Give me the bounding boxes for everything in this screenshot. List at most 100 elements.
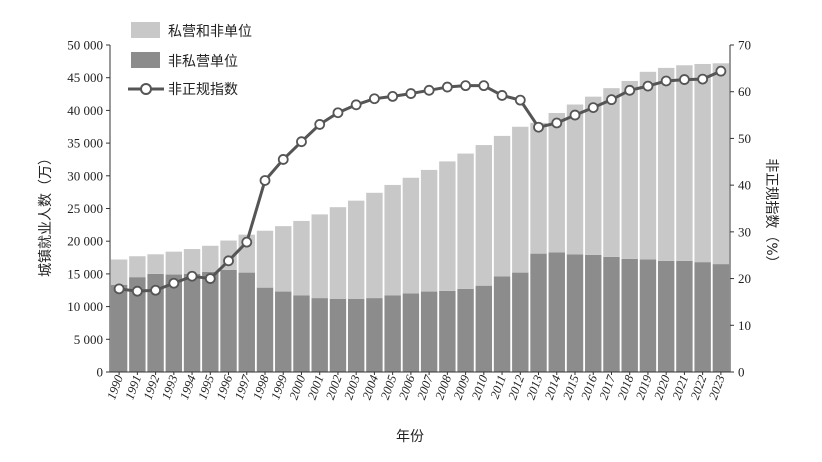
index-point-1990 — [113, 283, 125, 295]
bar-private-2018 — [621, 80, 638, 259]
bar-nonprivate-2016 — [585, 254, 602, 372]
bars-layer — [110, 63, 730, 372]
index-point-2000 — [296, 136, 307, 148]
legend-swatch-nonprivate — [131, 52, 160, 68]
y-tick-label-left-8: 40 000 — [67, 103, 103, 118]
bar-private-1998 — [256, 230, 274, 288]
bar-private-2020 — [657, 67, 675, 261]
bar-private-2019 — [639, 71, 657, 260]
index-point-1994 — [186, 270, 198, 282]
bar-nonprivate-2014 — [548, 252, 565, 372]
index-point-2009 — [460, 80, 471, 92]
bar-nonprivate-2020 — [657, 260, 675, 372]
y-tick-label-left-4: 20 000 — [67, 234, 103, 249]
legend: 私营和非单位 非私营单位 非正规指数 — [128, 22, 252, 98]
x-tick-label-2023: 2023 — [706, 373, 728, 401]
index-point-2001 — [314, 119, 326, 130]
index-point-2006 — [405, 88, 417, 99]
bar-private-2010 — [475, 145, 493, 286]
bar-nonprivate-1995 — [202, 271, 219, 372]
bar-private-2021 — [676, 65, 693, 261]
index-point-1999 — [277, 154, 289, 165]
bar-nonprivate-2002 — [329, 298, 347, 372]
index-point-2018 — [624, 84, 636, 96]
index-point-2005 — [387, 90, 399, 102]
x-axis-title: 年份 — [396, 429, 424, 445]
y-tick-label-right-1: 10 — [738, 318, 751, 333]
index-point-2014 — [551, 117, 563, 129]
bar-private-1993 — [165, 251, 183, 275]
y-tick-label-left-6: 30 000 — [67, 168, 103, 183]
bar-private-2004 — [366, 192, 383, 299]
legend-label-index: 非正规指数 — [168, 82, 238, 98]
x-tick-label-2010: 2010 — [469, 373, 491, 402]
index-point-1996 — [223, 255, 234, 267]
y-axis-title-left: 城镇就业人数（万） — [38, 151, 54, 277]
y-tick-label-right-6: 60 — [738, 84, 751, 99]
bar-private-1992 — [147, 254, 164, 274]
bar-nonprivate-2010 — [475, 285, 493, 372]
bar-nonprivate-2000 — [293, 295, 310, 372]
y-tick-label-left-0: 0 — [97, 365, 104, 380]
bar-private-1995 — [202, 245, 219, 272]
index-point-1998 — [259, 175, 271, 186]
index-point-1992 — [150, 284, 161, 296]
bar-private-2009 — [457, 153, 474, 289]
y-tick-label-right-7: 70 — [738, 38, 751, 53]
y-tick-label-right-5: 50 — [738, 131, 751, 146]
bar-nonprivate-2006 — [402, 293, 420, 372]
bar-nonprivate-1994 — [183, 273, 201, 372]
bar-private-2012 — [512, 126, 529, 273]
index-point-2020 — [660, 75, 672, 87]
bar-nonprivate-2005 — [384, 295, 401, 372]
bar-private-2011 — [493, 135, 511, 277]
legend-marker-index — [140, 83, 152, 95]
index-point-1997 — [241, 236, 253, 248]
bar-private-2005 — [384, 184, 401, 296]
index-point-2023 — [715, 65, 727, 77]
y-tick-label-left-7: 35 000 — [67, 136, 103, 151]
legend-label-nonprivate: 非私营单位 — [168, 54, 238, 70]
bar-nonprivate-2009 — [457, 288, 474, 372]
bar-private-1994 — [183, 249, 201, 274]
bar-nonprivate-2023 — [712, 264, 730, 372]
y-tick-label-left-2: 10 000 — [67, 299, 103, 314]
y-tick-label-left-9: 45 000 — [67, 70, 103, 85]
index-point-2008 — [441, 81, 453, 93]
bar-nonprivate-1999 — [275, 291, 292, 372]
bar-private-2002 — [329, 207, 347, 299]
bar-nonprivate-2019 — [639, 259, 657, 372]
bar-private-2023 — [712, 63, 730, 265]
y-ticks-left: 0 5 000 10 000 15 000 20 000 25 000 30 000 35 0… — [67, 38, 110, 380]
bar-nonprivate-2013 — [530, 253, 547, 372]
bar-nonprivate-1992 — [147, 273, 164, 372]
bar-nonprivate-2011 — [493, 276, 511, 372]
bar-nonprivate-2017 — [603, 256, 620, 372]
bar-private-2001 — [311, 214, 328, 299]
bar-nonprivate-2004 — [366, 298, 383, 372]
y-axis-title-right: 非正规指数（%） — [763, 158, 779, 269]
y-tick-label-left-5: 25 000 — [67, 201, 103, 216]
bar-private-1991 — [129, 256, 146, 278]
bar-private-1990 — [110, 259, 128, 286]
bar-private-2015 — [566, 104, 584, 255]
index-line-layer — [113, 65, 727, 297]
index-point-2019 — [642, 80, 654, 92]
y-tick-label-left-10: 50 000 — [67, 38, 103, 53]
index-point-2004 — [369, 93, 380, 105]
y-tick-label-left-3: 15 000 — [67, 266, 103, 281]
bar-nonprivate-2008 — [439, 290, 456, 372]
y-tick-label-left-1: 5 000 — [74, 332, 103, 347]
bar-private-2017 — [603, 88, 620, 257]
bar-private-2013 — [530, 122, 547, 254]
y-tick-label-right-3: 30 — [738, 224, 751, 239]
index-point-2002 — [332, 107, 344, 119]
bar-private-2008 — [439, 161, 456, 291]
bar-nonprivate-2015 — [566, 254, 584, 372]
index-point-2015 — [569, 109, 581, 121]
bar-nonprivate-2007 — [420, 291, 438, 372]
index-point-2022 — [697, 73, 709, 85]
y-tick-label-right-2: 20 — [738, 271, 751, 286]
bar-nonprivate-1991 — [129, 277, 146, 372]
